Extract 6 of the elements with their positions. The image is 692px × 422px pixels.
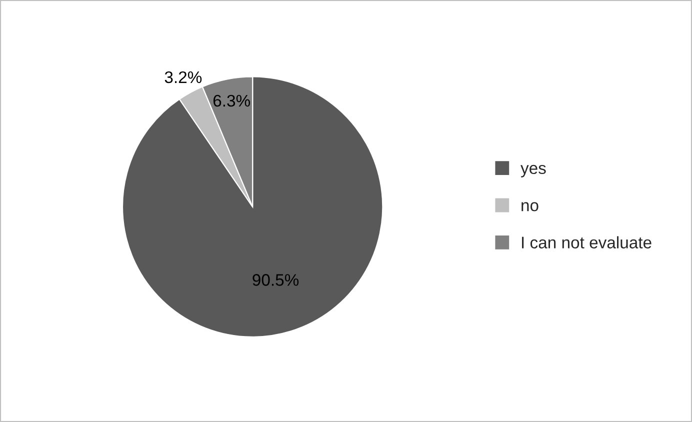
data-label: 6.3% (213, 94, 250, 107)
data-label: 90.5% (252, 274, 299, 286)
legend-label: I can not evaluate (522, 236, 652, 248)
legend-label: yes (520, 164, 546, 178)
data-label: 3.2% (164, 71, 202, 84)
legend-label: no (522, 202, 538, 212)
